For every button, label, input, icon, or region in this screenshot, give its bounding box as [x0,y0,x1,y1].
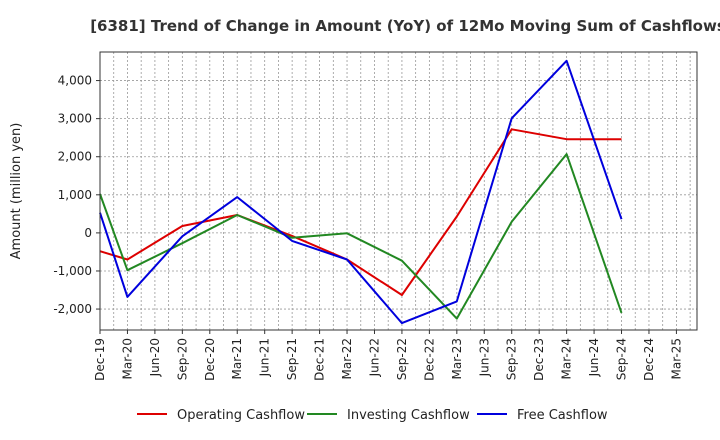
x-tick-label: Dec-23 [532,338,546,381]
legend: Operating Cashflow Investing Cashflow Free… [137,408,608,423]
x-tick-label: Jun-20 [148,338,162,377]
plot-frame [99,51,698,331]
y-tick-label: 0 [84,226,92,240]
x-tick-label: Jun-22 [367,338,381,377]
y-tick-label: -1,000 [53,264,92,278]
x-tick-label: Dec-22 [422,338,436,381]
x-tick-label: Jun-23 [477,338,491,377]
legend-label-operating-cashflow: Operating Cashflow [177,408,305,423]
x-tick-label: Mar-23 [450,338,464,379]
chart-title: [6381] Trend of Change in Amount (YoY) o… [90,17,720,35]
x-axis-ticks: Dec-19 Mar-20 Jun-20 Sep-20 Dec-20 Mar-21 Jun-… [93,330,683,381]
y-tick-label: 4,000 [58,74,92,88]
series-layer [99,59,623,325]
x-tick-label: Dec-20 [203,338,217,381]
x-tick-label: Sep-24 [615,338,629,380]
y-tick-label: 1,000 [58,188,92,202]
x-tick-label: Dec-19 [93,338,107,381]
grid [99,52,697,330]
legend-label-free-cashflow: Free Cashflow [517,408,608,423]
x-tick-label: Dec-24 [642,338,656,381]
y-tick-label: 3,000 [58,112,92,126]
x-tick-label: Mar-21 [230,338,244,379]
x-tick-label: Sep-23 [505,338,519,380]
x-tick-label: Sep-21 [285,338,299,380]
x-tick-label: Mar-25 [669,338,683,379]
x-tick-label: Mar-20 [120,338,134,379]
x-tick-label: Jun-24 [587,338,601,377]
y-axis-ticks: -2,000 -1,000 0 1,000 2,000 3,000 4,000 [53,74,100,316]
series-line-free-cashflow [99,59,623,325]
x-tick-label: Mar-24 [560,338,574,379]
x-tick-label: Mar-22 [340,338,354,379]
x-tick-label: Sep-22 [395,338,409,380]
y-tick-label: 2,000 [58,150,92,164]
x-tick-label: Dec-21 [313,338,327,381]
series-line-investing-cashflow [99,153,623,320]
plot-area [100,52,697,330]
legend-label-investing-cashflow: Investing Cashflow [347,408,470,423]
y-axis-label: Amount (million yen) [9,123,24,260]
x-tick-label: Sep-20 [175,338,189,380]
x-tick-label: Jun-21 [258,338,272,377]
y-tick-label: -2,000 [53,302,92,316]
